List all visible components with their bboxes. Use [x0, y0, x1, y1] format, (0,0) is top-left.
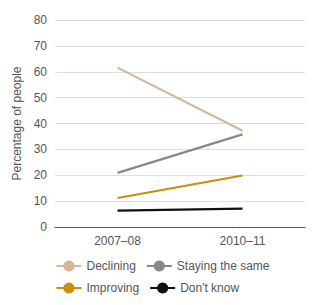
svg-text:Staying the same: Staying the same: [177, 259, 270, 273]
svg-text:0: 0: [40, 220, 47, 234]
svg-text:Percentage of people: Percentage of people: [10, 66, 24, 180]
svg-text:2010–11: 2010–11: [220, 234, 266, 248]
svg-text:20: 20: [34, 168, 48, 182]
svg-text:30: 30: [34, 142, 48, 156]
svg-text:Declining: Declining: [86, 259, 135, 273]
svg-text:70: 70: [34, 39, 48, 53]
svg-text:50: 50: [34, 91, 48, 105]
svg-text:80: 80: [34, 13, 48, 27]
svg-text:Don't know: Don't know: [180, 281, 239, 295]
svg-text:10: 10: [34, 194, 48, 208]
svg-text:40: 40: [34, 117, 48, 131]
svg-text:Improving: Improving: [86, 281, 139, 295]
svg-text:2007–08: 2007–08: [94, 234, 141, 248]
svg-text:60: 60: [34, 65, 48, 79]
